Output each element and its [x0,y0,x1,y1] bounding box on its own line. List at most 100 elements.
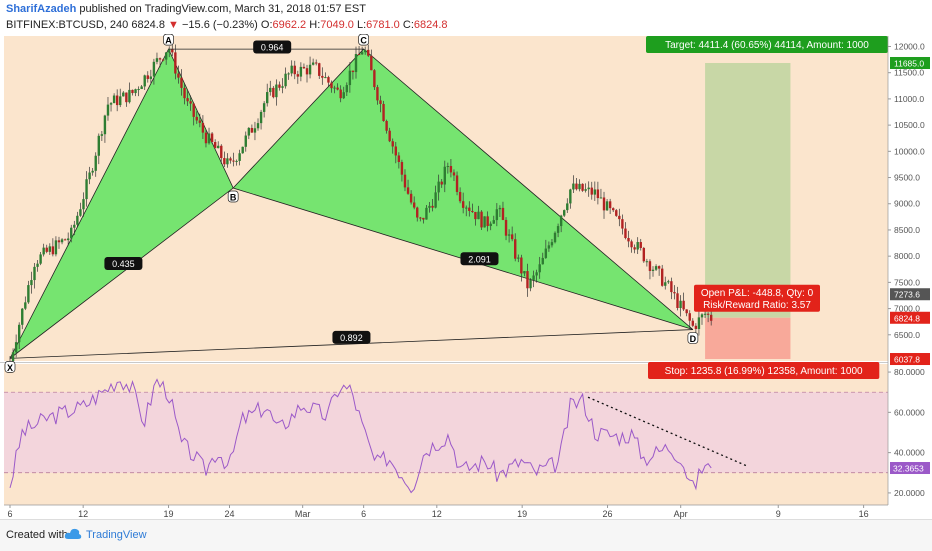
y-tick-label: 7000.0 [894,304,920,314]
candle-body [284,73,287,87]
candle-body [327,77,330,83]
candle-body [691,320,695,326]
x-tick-label: Apr [674,509,688,519]
y-tick-label: 8000.0 [894,251,920,261]
x-tick-label: 19 [164,509,174,519]
chart-area[interactable]: X A B C D 0.435 0.964 2.091 0.892 Target: 4411.4 … [0,34,932,519]
candle-body [266,92,269,104]
candle-body [706,313,710,315]
candle-body [143,75,146,87]
rsi-trendline [587,396,749,467]
candle-body [36,263,39,267]
candle-body [532,275,535,280]
candle-body [51,246,55,255]
candle-body [278,84,281,88]
publish-line: SharifAzadeh published on TradingView.co… [6,3,366,15]
candle-body [183,87,186,99]
candle-body [553,232,557,243]
created-with-label: Created with [6,529,68,541]
candle-body [639,242,642,248]
candle-body [39,254,42,264]
candle-body [449,166,453,173]
candle-body [247,127,251,136]
candle-body [262,103,266,112]
candle-body [367,49,370,56]
x-tick-label: 12 [432,509,442,519]
price-axis-badge [890,288,930,301]
target-label-box [646,35,888,53]
candle-body [654,266,658,270]
rsi-band [4,392,888,473]
candle-body [489,223,492,227]
pattern-point-label-b: B [230,193,237,203]
candle-body [122,92,125,97]
y-tick-label: 6500.0 [894,330,920,340]
candle-body [535,272,538,276]
candle-body [611,208,615,211]
candle-body [134,89,137,94]
candle-body [354,54,358,73]
candle-body [703,313,707,315]
candle-body [119,96,122,106]
candle-body [60,239,64,243]
x-tick-label: 9 [776,509,781,519]
candle-body [21,308,24,325]
candle-body [446,166,450,168]
open-label: O: [260,19,273,31]
candle-body [336,87,339,90]
pattern-point-marker [4,361,16,373]
pattern-point-marker [687,332,699,344]
price-axis-badge-label: 6824.8 [894,313,920,323]
candle-body [636,242,639,250]
candle-body [318,63,321,76]
candle-body [596,189,600,199]
candle-body [146,75,149,79]
candle-body [388,130,391,142]
candle-body [241,146,244,154]
y-tick-label: 9000.0 [894,199,920,209]
candle-body [486,216,489,227]
candle-body [618,215,621,220]
pattern-point-label-x: X [7,363,13,373]
candle-body [235,160,238,162]
candle-body [645,261,649,263]
candle-body [382,103,385,121]
y-tick-label: 8500.0 [894,225,920,235]
candle-body [593,189,597,195]
author-link[interactable]: SharifAzadeh [6,3,77,15]
candle-body [569,189,572,204]
candle-body [630,241,633,248]
candle-body [480,211,483,228]
candle-body [403,174,407,188]
candle-body [566,203,569,211]
candle-body [30,280,33,286]
candle-body [563,210,566,216]
candle-body [615,210,618,216]
candle-body [180,77,183,88]
candle-body [226,158,229,165]
ratio-badge [460,252,499,266]
candle-body [682,300,685,310]
candle-body [517,257,520,259]
candle-body [360,52,364,55]
candle-body [559,215,563,227]
rsi-y-tick-label: 80.0000 [894,367,925,377]
candle-body [158,58,162,60]
candle-body [452,172,456,176]
candle-body [272,87,275,98]
candle-body [33,266,36,281]
stop-zone [705,317,791,360]
candle-body [351,70,355,73]
candle-body [507,234,511,236]
candle-body [590,187,593,195]
candle-body [648,261,652,271]
candle-body [76,215,79,225]
candle-body [434,192,437,208]
candle-body [244,135,247,147]
tradingview-logo-text[interactable]: TradingView [86,529,147,541]
candle-body [514,239,517,259]
candle-body [575,183,578,190]
low-value: 6781.0 [366,19,400,31]
candle-body [42,247,45,255]
candle-body [348,70,352,86]
